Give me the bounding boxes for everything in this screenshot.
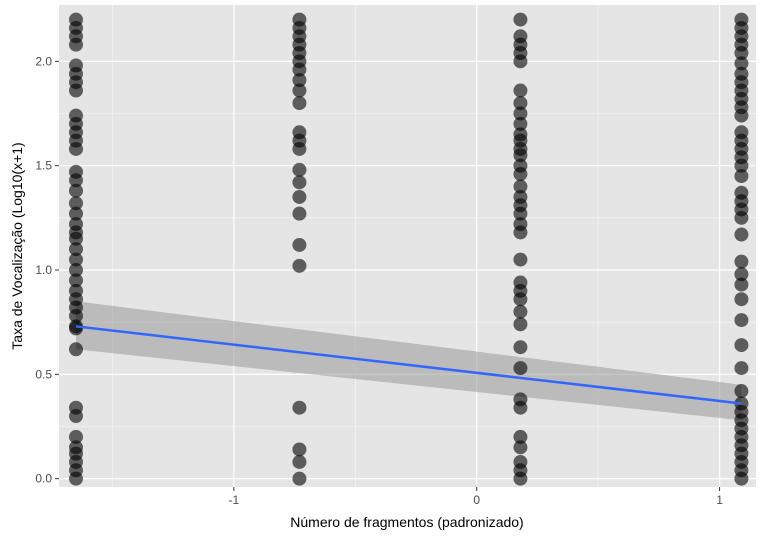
data-point — [513, 189, 528, 204]
y-tick-label: 0.0 — [35, 472, 52, 486]
y-tick-label: 1.0 — [35, 263, 52, 277]
data-point — [69, 108, 83, 123]
data-point — [292, 258, 307, 273]
data-point — [513, 217, 528, 232]
y-axis-title: Taxa de Vocalização (Log10(x+1) — [9, 142, 25, 349]
data-point — [69, 252, 83, 267]
data-point — [513, 454, 528, 469]
y-tick-label: 2.0 — [35, 54, 52, 68]
data-point — [734, 56, 749, 71]
data-point — [734, 338, 749, 353]
x-axis-title: Número de fragmentos (padronizado) — [290, 514, 523, 530]
y-tick-labels: 0.0 0.5 1.0 1.5 2.0 — [35, 54, 52, 485]
data-point — [734, 361, 749, 376]
data-point — [292, 162, 307, 177]
data-point — [513, 429, 528, 444]
data-point — [69, 342, 83, 357]
data-point — [513, 440, 528, 455]
data-point — [292, 237, 307, 252]
data-point — [292, 442, 307, 457]
data-point — [734, 12, 749, 27]
data-point — [69, 58, 83, 73]
data-point — [734, 292, 749, 307]
data-point — [292, 83, 307, 98]
data-point — [69, 400, 83, 415]
data-point — [734, 169, 749, 184]
data-point — [69, 183, 83, 198]
data-point — [513, 83, 528, 98]
data-point — [513, 106, 528, 121]
data-point — [69, 273, 83, 288]
data-point — [513, 275, 528, 290]
data-point — [513, 317, 528, 332]
data-point — [292, 454, 307, 469]
y-tick-label: 0.5 — [35, 367, 52, 381]
data-point — [734, 254, 749, 269]
data-point — [513, 252, 528, 267]
data-point — [734, 277, 749, 292]
x-tick-label: 1 — [716, 493, 723, 507]
data-point — [292, 175, 307, 190]
data-point — [292, 12, 307, 27]
data-point — [513, 96, 528, 111]
data-point — [292, 125, 307, 140]
data-point — [69, 242, 83, 257]
data-point — [513, 116, 528, 131]
data-points — [69, 12, 749, 486]
data-point — [513, 127, 528, 142]
y-tick-label: 1.5 — [35, 159, 52, 173]
data-point — [292, 471, 307, 486]
x-tick-label: -1 — [229, 493, 240, 507]
data-point — [513, 304, 528, 319]
x-tick-labels: -1 0 1 — [229, 493, 724, 507]
data-point — [69, 206, 83, 221]
data-point — [292, 73, 307, 88]
data-point — [292, 189, 307, 204]
data-point — [69, 164, 83, 179]
data-point — [513, 29, 528, 44]
data-point — [292, 400, 307, 415]
data-point — [734, 125, 749, 140]
data-point — [69, 262, 83, 277]
data-point — [734, 185, 749, 200]
data-point — [513, 179, 528, 194]
data-point — [69, 440, 83, 455]
data-point — [734, 267, 749, 282]
data-point — [292, 206, 307, 221]
data-point — [513, 340, 528, 355]
data-point — [69, 429, 83, 444]
plot-panel — [59, 5, 756, 487]
axis-ticks — [55, 60, 721, 491]
data-point — [513, 158, 528, 173]
data-point — [734, 313, 749, 328]
data-point — [734, 227, 749, 242]
data-point — [513, 392, 528, 407]
x-tick-label: 0 — [473, 493, 480, 507]
data-point — [734, 384, 749, 399]
confidence-band — [76, 301, 742, 421]
data-point — [513, 361, 528, 376]
data-point — [69, 196, 83, 211]
data-point — [69, 283, 83, 298]
data-point — [513, 12, 528, 27]
data-point — [734, 66, 749, 81]
data-point — [292, 96, 307, 111]
data-point — [69, 217, 83, 232]
trend-line — [75, 325, 742, 405]
data-point — [69, 12, 83, 27]
